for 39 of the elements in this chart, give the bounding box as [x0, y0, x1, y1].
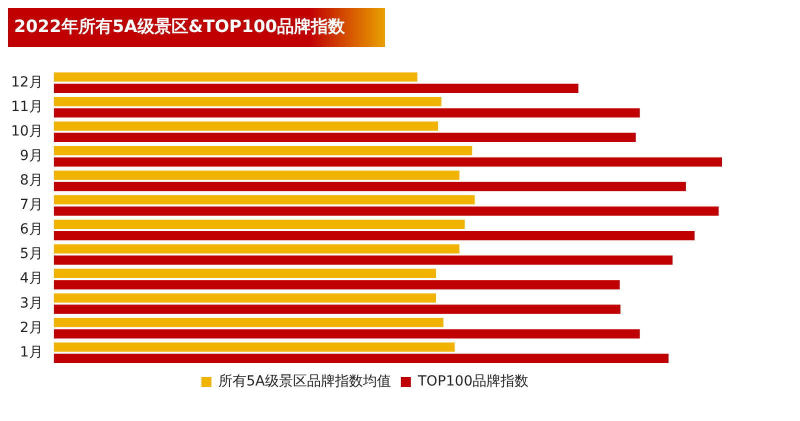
- chart-title: 2022年所有5A级景区&TOP100品牌指数: [8, 8, 386, 47]
- bar: [54, 132, 636, 142]
- legend-label: 所有5A级景区品牌指数均值: [218, 374, 391, 390]
- bar: [54, 146, 472, 156]
- bar: [54, 182, 686, 192]
- bar: [54, 354, 669, 363]
- bar: [54, 220, 465, 229]
- bar: [54, 72, 418, 82]
- legend-label: TOP100品牌指数: [416, 374, 529, 390]
- bar: [54, 122, 438, 131]
- bar: [54, 318, 444, 328]
- y-tick-label: 10月: [10, 123, 43, 140]
- bar: [54, 329, 640, 338]
- bar: [54, 206, 719, 216]
- y-tick-label: 2月: [20, 320, 43, 336]
- y-tick-label: 5月: [20, 246, 43, 262]
- bar: [54, 244, 460, 254]
- bar: [54, 280, 620, 290]
- bar: [54, 256, 673, 265]
- bar: [54, 304, 620, 314]
- bar: [54, 293, 436, 303]
- y-tick-label: 9月: [20, 148, 43, 164]
- y-tick-label: 4月: [20, 270, 43, 287]
- bar: [54, 170, 460, 180]
- y-tick-label: 12月: [10, 74, 43, 90]
- bar: [54, 108, 640, 118]
- bar: [54, 157, 722, 167]
- y-tick-label: 7月: [20, 197, 43, 214]
- bar: [54, 268, 436, 278]
- bar: [54, 342, 455, 352]
- bar: [54, 230, 695, 240]
- y-tick-label: 3月: [20, 295, 43, 312]
- y-tick-label: 8月: [20, 172, 43, 189]
- y-tick-label: 11月: [10, 98, 43, 115]
- bar: [54, 96, 442, 106]
- y-tick-label: 6月: [20, 222, 43, 238]
- bar: [54, 195, 475, 204]
- y-tick-label: 1月: [20, 344, 43, 360]
- bar: [54, 84, 578, 93]
